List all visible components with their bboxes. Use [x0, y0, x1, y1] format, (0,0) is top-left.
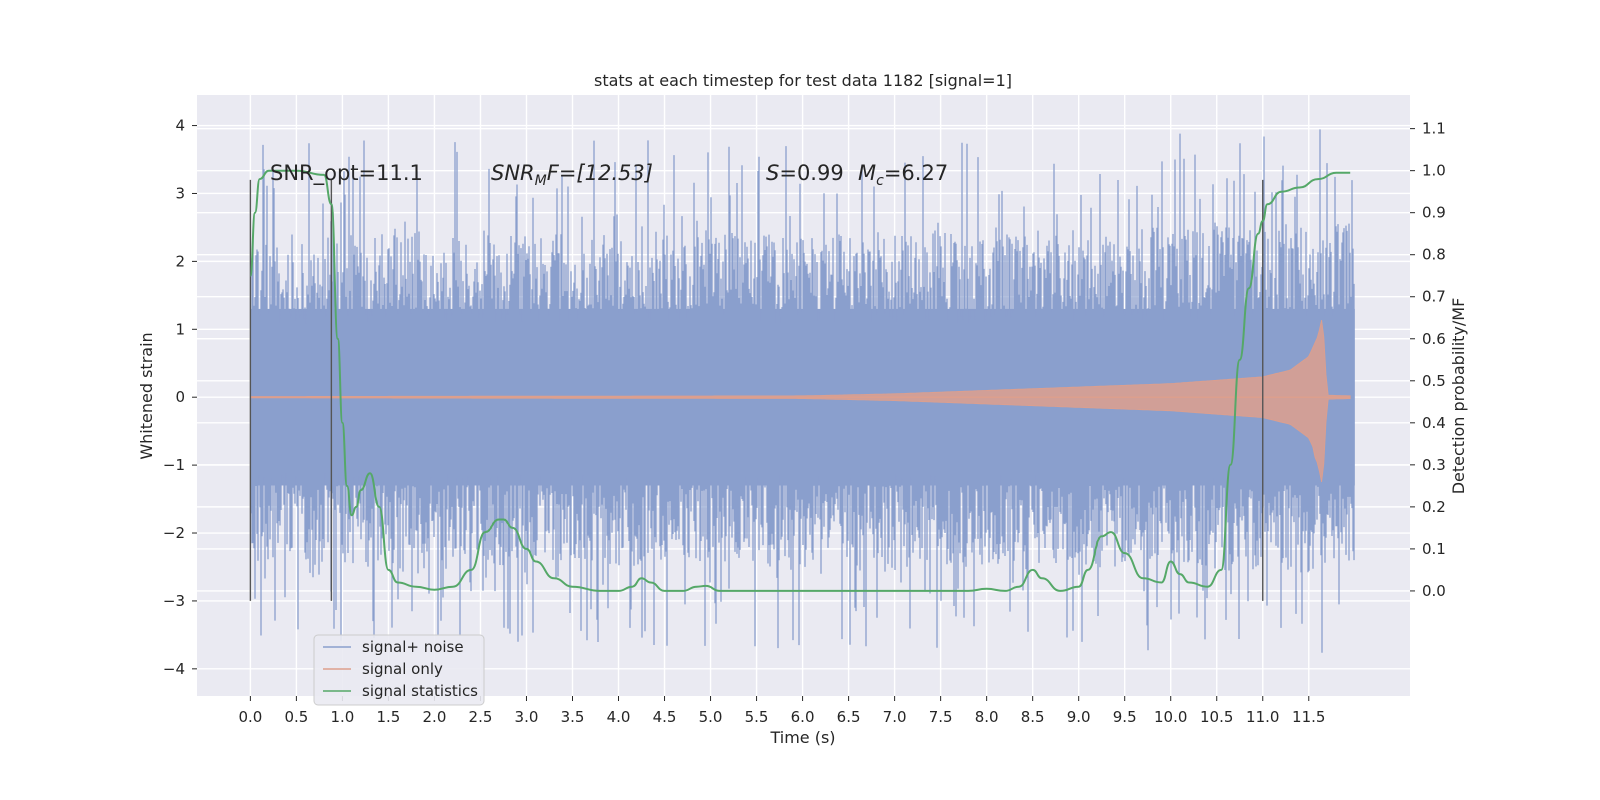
- legend-label-noise: signal+ noise: [362, 638, 464, 656]
- x-tick-label: 7.0: [883, 708, 907, 726]
- s-value: =0.99: [779, 161, 843, 185]
- snr-mf-annotation: SNRMF=[12.53]: [491, 161, 653, 189]
- y2-tick-label: 1.0: [1422, 162, 1446, 180]
- y-tick-label: 4: [175, 117, 185, 135]
- y2-tick-label: 0.7: [1422, 288, 1446, 306]
- x-tick-label: 1.0: [330, 708, 354, 726]
- legend: signal+ noise signal only signal statist…: [313, 634, 485, 706]
- mc-value: =6.27: [884, 161, 948, 185]
- mc-annotation: Mc=6.27: [858, 161, 948, 189]
- mc-symbol: M: [858, 161, 876, 185]
- y-tick-label: −1: [163, 456, 185, 474]
- x-tick-label: 9.0: [1067, 708, 1091, 726]
- y2-tick-label: 0.1: [1422, 540, 1446, 558]
- y-tick-label: −2: [163, 524, 185, 542]
- s-annotation: S=0.99: [766, 161, 844, 185]
- legend-box: [313, 634, 485, 706]
- y2-axis-label: Detection probability/MF: [1449, 298, 1468, 495]
- y-axis-label: Whitened strain: [137, 332, 156, 459]
- s-symbol: S: [766, 161, 779, 185]
- y2-tick-label: 0.9: [1422, 204, 1446, 222]
- chart-title: stats at each timestep for test data 118…: [594, 71, 1012, 90]
- x-tick-label: 9.5: [1113, 708, 1137, 726]
- axis-ticks: 0.0 0.5 1.0 1.5 2.0 2.5 3.0 3.5 4.0 4.5 5.0 5.5 6.0 6…: [163, 117, 1446, 726]
- snr-opt-annotation: SNR_opt=11.1: [270, 161, 423, 186]
- x-tick-label: 5.0: [699, 708, 723, 726]
- signal-only-series: [250, 320, 1351, 483]
- x-tick-label: 2.0: [423, 708, 447, 726]
- x-tick-label: 5.5: [745, 708, 769, 726]
- x-tick-label: 11.0: [1246, 708, 1279, 726]
- signal-envelope: [250, 320, 1351, 483]
- x-tick-label: 4.0: [607, 708, 631, 726]
- vertical-markers: [249, 179, 1264, 601]
- y-tick-label: −3: [163, 592, 185, 610]
- y2-tick-label: 0.8: [1422, 246, 1446, 264]
- y-tick-label: 1: [175, 320, 185, 338]
- y2-tick-label: 0.5: [1422, 372, 1446, 390]
- snr-mf-symbol: SNR: [491, 161, 535, 185]
- snr-mf-rest: F=[12.53]: [547, 161, 653, 185]
- y2-tick-label: 0.3: [1422, 456, 1446, 474]
- x-tick-label: 6.5: [837, 708, 861, 726]
- statistics-line: [249, 169, 1351, 592]
- x-tick-label: 10.5: [1200, 708, 1233, 726]
- y2-tick-label: 1.1: [1422, 120, 1446, 138]
- x-tick-label: 7.5: [929, 708, 953, 726]
- x-tick-label: 8.0: [975, 708, 999, 726]
- x-tick-label: 2.5: [469, 708, 493, 726]
- signal-statistics-series: [249, 169, 1351, 592]
- x-tick-label: 11.5: [1292, 708, 1325, 726]
- x-tick-label: 3.0: [515, 708, 539, 726]
- legend-label-statistics: signal statistics: [362, 682, 478, 700]
- y-tick-label: 3: [175, 184, 185, 202]
- x-tick-label: 4.5: [653, 708, 677, 726]
- y-tick-label: 2: [175, 252, 185, 270]
- y-tick-label: −4: [163, 660, 185, 678]
- y2-tick-label: 0.2: [1422, 498, 1446, 516]
- x-axis-label: Time (s): [769, 728, 835, 747]
- x-tick-label: 1.5: [376, 708, 400, 726]
- x-tick-label: 3.5: [561, 708, 585, 726]
- x-tick-label: 10.0: [1154, 708, 1187, 726]
- mc-subscript: c: [876, 173, 884, 189]
- x-tick-label: 0.0: [238, 708, 262, 726]
- y2-tick-label: 0.6: [1422, 330, 1446, 348]
- legend-label-signal: signal only: [362, 660, 443, 678]
- y-tick-label: 0: [175, 388, 185, 406]
- snr-mf-subscript: M: [535, 173, 547, 189]
- x-tick-label: 6.0: [791, 708, 815, 726]
- y2-tick-label: 0.4: [1422, 414, 1446, 432]
- x-tick-label: 8.5: [1021, 708, 1045, 726]
- y2-tick-label: 0.0: [1422, 582, 1446, 600]
- x-tick-label: 0.5: [284, 708, 308, 726]
